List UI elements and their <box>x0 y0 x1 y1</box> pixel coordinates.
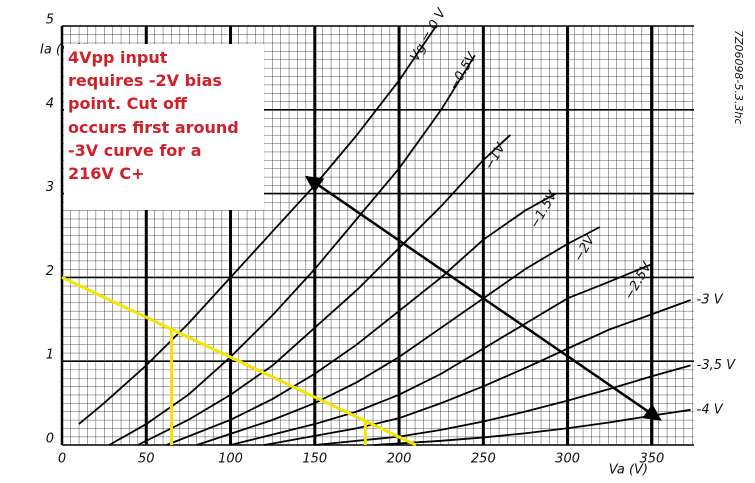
annotation-line: requires -2V bias <box>68 71 222 91</box>
annotation-line: 216V C+ <box>68 163 145 183</box>
x-tick-label: 150 <box>302 452 327 467</box>
annotation-line: occurs first around <box>68 117 239 137</box>
x-tick-label: 100 <box>218 452 243 467</box>
x-tick-label: 250 <box>471 452 496 467</box>
x-tick-label: 0 <box>58 452 66 467</box>
arrow <box>304 175 662 421</box>
x-tick-label: 300 <box>555 452 580 467</box>
y-tick-label: 2 <box>46 264 54 279</box>
x-tick-label: 350 <box>639 452 664 467</box>
y-tick-label: 4 <box>46 96 54 111</box>
side-code: 7Z06098-5.3.3hc <box>732 30 745 125</box>
annotation-line: -3V curve for a <box>68 140 202 160</box>
y-tick-label: 5 <box>46 13 54 28</box>
curve-label: -3,5 V <box>697 358 736 373</box>
y-tick-label: 1 <box>46 348 54 363</box>
annotation-line: point. Cut off <box>68 94 187 114</box>
annotation-box: 4Vpp input requires -2V bias point. Cut of… <box>64 44 264 210</box>
curve-label: -4 V <box>697 402 724 417</box>
y-tick-label: 0 <box>46 432 54 447</box>
curve <box>78 25 437 425</box>
curve-label: -3 V <box>697 293 724 308</box>
x-tick-label: 50 <box>138 452 155 467</box>
curve <box>108 54 476 446</box>
annotation-line: 4Vpp input <box>68 48 168 67</box>
x-tick-label: 200 <box>387 452 412 467</box>
x-axis-label: Va (V) <box>609 463 648 478</box>
y-tick-label: 3 <box>46 180 54 195</box>
